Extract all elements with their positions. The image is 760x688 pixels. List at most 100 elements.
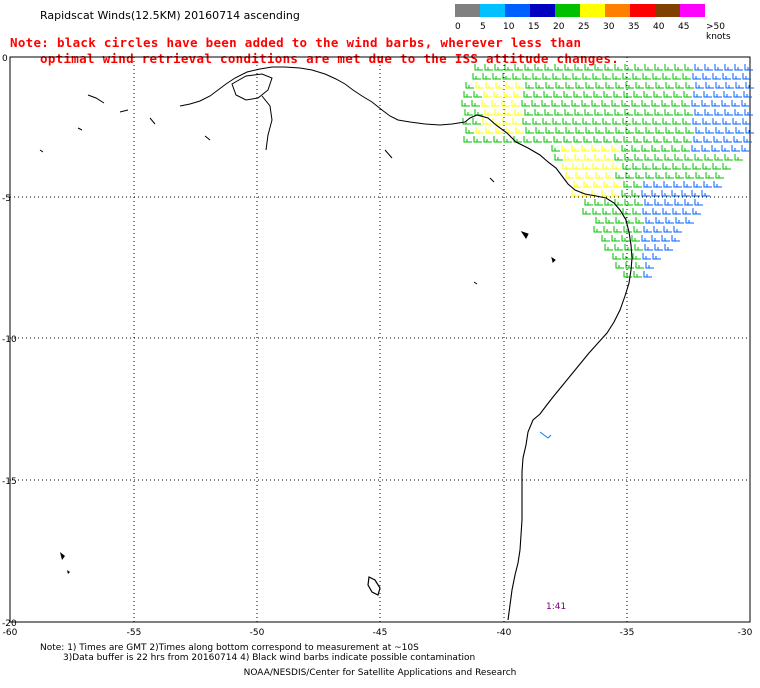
legend-label: 35 [628, 22, 640, 32]
wind-barb [539, 431, 552, 439]
wind-barb [663, 226, 672, 233]
wind-barb [694, 64, 703, 71]
footer-note-1: Note: 1) Times are GMT 2)Times along bot… [40, 643, 419, 653]
wind-barb [621, 100, 630, 107]
wind-barb [581, 145, 590, 152]
wind-barb [611, 235, 620, 242]
wind-barb [471, 100, 480, 107]
wind-barb [492, 73, 501, 80]
wind-barb [571, 190, 580, 197]
wind-barb [661, 235, 670, 242]
wind-barb [472, 118, 481, 125]
wind-barb [543, 136, 552, 143]
wind-barb [583, 136, 592, 143]
wind-barb [633, 91, 642, 98]
wind-barb [582, 118, 591, 125]
wind-barb [702, 163, 711, 170]
wind-barb [603, 91, 612, 98]
wind-barb [584, 154, 593, 161]
wind-barb [703, 91, 712, 98]
wind-barb [612, 118, 621, 125]
wind-barb [511, 100, 520, 107]
wind-barb [691, 190, 700, 197]
wind-barb [635, 262, 644, 269]
wind-barb [731, 145, 740, 152]
wind-barb [533, 136, 542, 143]
wind-barb [633, 226, 642, 233]
wind-barb [475, 127, 484, 134]
wind-barb [623, 181, 632, 188]
wind-barb [651, 235, 660, 242]
wind-barb [473, 136, 482, 143]
wind-barb [525, 82, 534, 89]
lon-tick-label: -35 [620, 628, 635, 638]
wind-barb [494, 64, 503, 71]
wind-barb [745, 127, 754, 134]
wind-barb [723, 91, 732, 98]
wind-barb [693, 181, 702, 188]
legend-swatch-3 [530, 4, 555, 17]
wind-barb [624, 244, 633, 251]
wind-barb [722, 73, 731, 80]
wind-barb [692, 208, 701, 215]
wind-barb [664, 109, 673, 116]
wind-barb [575, 172, 584, 179]
wind-barb [714, 109, 723, 116]
wind-barb [555, 82, 564, 89]
wind-barb [483, 91, 492, 98]
wind-barb [595, 217, 604, 224]
wind-barb [693, 136, 702, 143]
wind-barb [503, 91, 512, 98]
wind-barb [602, 118, 611, 125]
legend-swatch-1 [480, 4, 505, 17]
wind-barb [561, 100, 570, 107]
wind-barb [644, 64, 653, 71]
wind-barb [611, 145, 620, 152]
wind-barb [464, 109, 473, 116]
wind-barb [705, 172, 714, 179]
wind-barb [634, 64, 643, 71]
wind-barb [524, 64, 533, 71]
wind-barb [575, 82, 584, 89]
legend-label: 15 [528, 22, 540, 32]
wind-barb [644, 244, 653, 251]
wind-barb [643, 136, 652, 143]
wind-barb [681, 190, 690, 197]
wind-barb [721, 145, 730, 152]
wind-barb [584, 64, 593, 71]
wind-barb [612, 163, 621, 170]
wind-barb [672, 208, 681, 215]
wind-barb [493, 91, 502, 98]
wind-barb [703, 181, 712, 188]
wind-barb [654, 64, 663, 71]
wind-barb [713, 181, 722, 188]
wind-barb [724, 64, 733, 71]
wind-barb [572, 73, 581, 80]
wind-barb [643, 181, 652, 188]
wind-barb [641, 100, 650, 107]
wind-barb [675, 217, 684, 224]
wind-barb [743, 91, 752, 98]
small-islands [39, 127, 556, 285]
wind-barb [715, 82, 724, 89]
wind-barb [705, 82, 714, 89]
wind-barb [565, 127, 574, 134]
wind-barb [642, 118, 651, 125]
lat-tick-labels: 0 -5 -10 -15 -20 [2, 54, 17, 629]
wind-barb [654, 109, 663, 116]
wind-barb [664, 154, 673, 161]
wind-barb [474, 109, 483, 116]
contamination-note: Note: black circles have been added to t… [10, 35, 619, 67]
wind-barb [695, 172, 704, 179]
wind-barb [625, 127, 634, 134]
wind-barb [665, 217, 674, 224]
wind-barb [601, 235, 610, 242]
wind-barb [623, 271, 632, 278]
wind-barb [592, 73, 601, 80]
wind-barb [733, 136, 742, 143]
wind-barb [674, 64, 683, 71]
wind-barb-field [461, 64, 754, 439]
river-mouth [261, 95, 273, 151]
legend-label: >50 knots [706, 22, 731, 42]
wind-barb [685, 127, 694, 134]
